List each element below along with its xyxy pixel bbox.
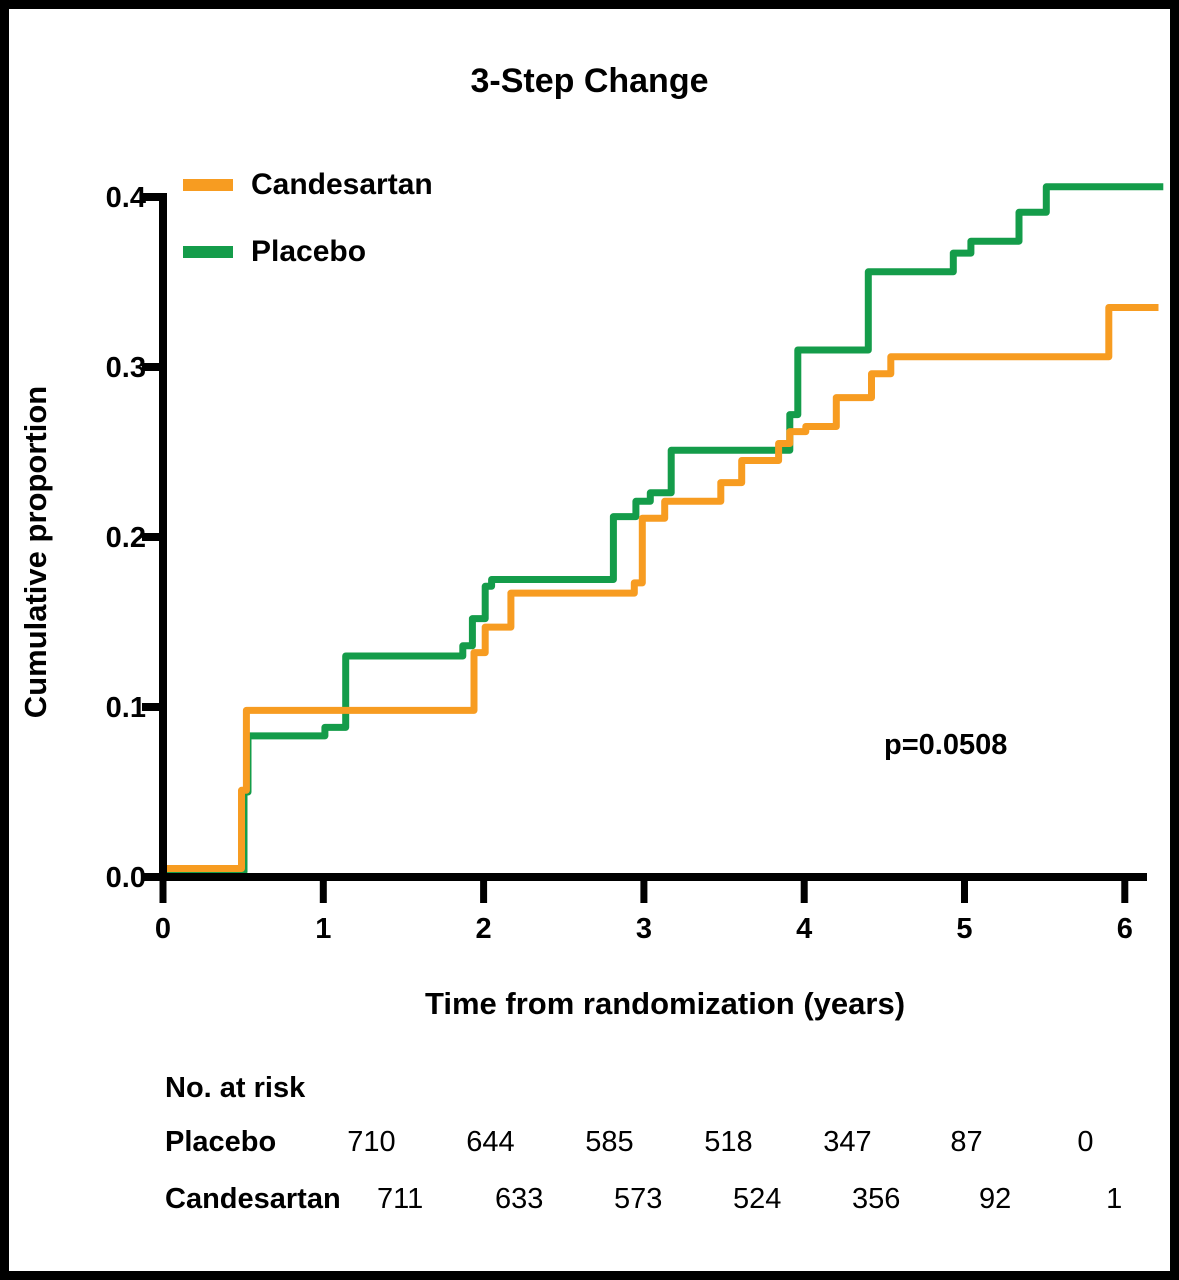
curve-candesartan [163,304,1159,872]
placebo-color-swatch [183,246,233,258]
x-tick-label-3: 3 [636,913,652,945]
x-tick-label-0: 0 [155,913,171,945]
legend: Candesartan Placebo [183,168,433,302]
risk-table-header: No. at risk [165,1072,306,1104]
chart-title: 3-Step Change [470,62,709,100]
risk-count-placebo: 710 [347,1126,396,1158]
y-tick-label-0.4: 0.4 [106,182,146,214]
y-tick-label-0.3: 0.3 [106,352,146,384]
x-axis-line [150,873,1147,881]
risk-row-label-candesartan: Candesartan [165,1183,341,1215]
risk-count-candesartan: 524 [732,1183,782,1215]
y-axis-ticks: 0.0 0.1 0.2 0.3 0.4 [106,182,159,894]
y-tick-label-0.2: 0.2 [106,522,146,554]
risk-count-candesartan: 92 [979,1183,1012,1215]
risk-values-candesartan: 711 633 573 524 356 92 1 [341,1183,1174,1216]
x-tick-1 [319,881,327,903]
risk-values-placebo: 710 644 585 518 347 87 0 [312,1126,1145,1159]
p-value-annotation: p=0.0508 [884,729,1008,761]
legend-item-candesartan: Candesartan [183,168,433,202]
risk-count-candesartan: 356 [851,1183,901,1215]
x-axis-ticks: 0 1 2 3 4 5 6 [155,881,1133,945]
x-tick-label-2: 2 [476,913,492,945]
risk-row-placebo: Placebo 710 644 585 518 347 87 0 [165,1126,1170,1159]
x-tick-0 [159,881,167,903]
y-tick-0.3 [142,363,159,371]
risk-count-placebo: 585 [585,1126,634,1158]
y-tick-0.1 [142,703,159,711]
risk-count-placebo: 644 [466,1126,515,1158]
risk-row-candesartan: Candesartan 711 633 573 524 356 92 1 [165,1183,1170,1216]
y-tick-label-0.1: 0.1 [106,692,146,724]
x-tick-6 [1121,881,1129,903]
x-axis-title: Time from randomization (years) [424,986,906,1021]
candesartan-color-swatch [183,179,233,191]
x-tick-3 [640,881,648,903]
y-axis-line [159,193,167,881]
legend-item-placebo: Placebo [183,235,433,269]
x-tick-label-5: 5 [956,913,972,945]
risk-count-placebo: 347 [823,1126,872,1158]
risk-row-label-placebo: Placebo [165,1126,277,1158]
risk-count-placebo: 0 [1077,1126,1094,1158]
y-tick-0.2 [142,533,159,541]
x-tick-5 [961,881,968,903]
y-tick-label-0.0: 0.0 [106,862,146,894]
curves-group [163,183,1164,876]
risk-count-candesartan: 1 [1106,1183,1123,1215]
x-tick-label-4: 4 [796,913,812,945]
x-tick-label-1: 1 [315,913,331,945]
y-axis-title: Cumulative proportion [18,385,53,719]
x-tick-2 [480,881,488,903]
y-tick-0.4 [142,193,159,201]
legend-label-placebo: Placebo [251,235,367,268]
x-tick-4 [800,881,808,903]
risk-count-candesartan: 573 [613,1183,663,1215]
risk-count-candesartan: 711 [377,1183,424,1215]
y-tick-0.0 [142,873,159,881]
risk-count-placebo: 87 [950,1126,983,1158]
risk-count-candesartan: 633 [494,1183,544,1215]
curve-placebo [163,183,1164,876]
risk-count-placebo: 518 [704,1126,753,1158]
legend-label-candesartan: Candesartan [251,168,433,201]
x-tick-label-6: 6 [1117,913,1133,945]
